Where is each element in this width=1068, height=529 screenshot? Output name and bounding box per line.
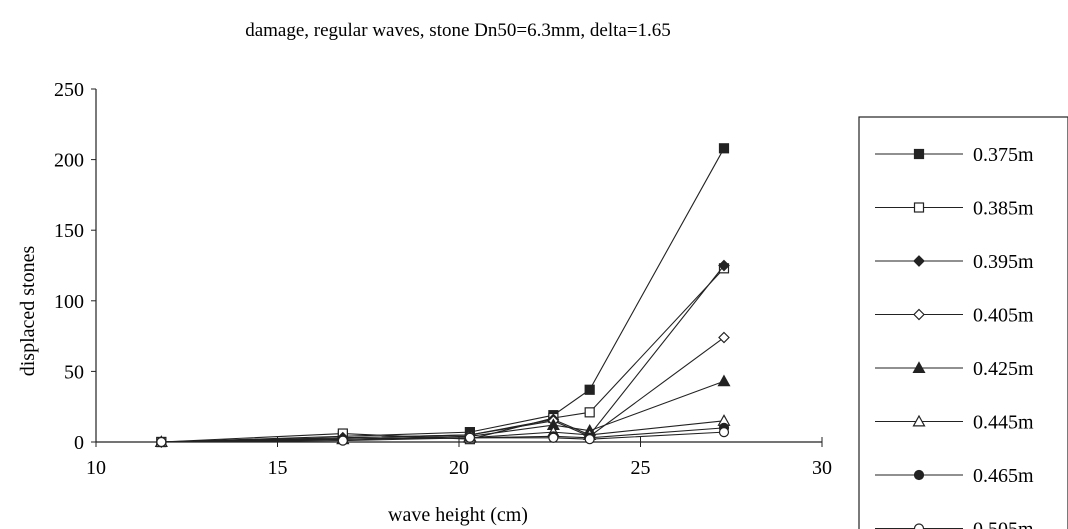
- y-tick-label: 150: [54, 220, 84, 242]
- series-line: [161, 267, 725, 443]
- x-axis-label: wave height (cm): [388, 504, 528, 526]
- chart-title: damage, regular waves, stone Dn50=6.3mm,…: [245, 20, 671, 41]
- data-point: [718, 259, 730, 272]
- data-point: [718, 331, 730, 344]
- data-point: [464, 432, 475, 443]
- series-line: [161, 148, 725, 443]
- legend-label: 0.375m: [973, 144, 1034, 166]
- legend-item: 0.385m: [875, 198, 1034, 220]
- data-point: [718, 427, 730, 438]
- legend-item: 0.395m: [875, 251, 1034, 273]
- series-0.395m: [155, 259, 730, 448]
- legend-marker: [913, 469, 925, 481]
- legend-label: 0.405m: [973, 305, 1034, 327]
- plot-area: 10 15 20 25 30 0 50 100 150 200 250: [54, 79, 832, 479]
- legend-label: 0.385m: [973, 198, 1034, 220]
- legend-item: 0.445m: [875, 412, 1034, 434]
- x-tick-label: 20: [449, 457, 469, 479]
- series-0.465m: [156, 422, 730, 448]
- legend-marker: [913, 523, 925, 529]
- x-tick-label: 10: [86, 457, 106, 479]
- legend-marker: [913, 148, 925, 160]
- data-point: [548, 432, 559, 443]
- legend: 0.375m 0.385m 0.395m 0.405m 0.425m 0.445m 0.46…: [858, 116, 1068, 529]
- y-axis-label: displaced stones: [17, 246, 39, 377]
- y-tick-label: 250: [54, 79, 84, 101]
- legend-marker: [912, 361, 926, 373]
- series-0.385m: [156, 263, 730, 448]
- y-tick-label: 50: [64, 361, 84, 383]
- x-tick-label: 30: [812, 457, 832, 479]
- data-point: [337, 435, 348, 446]
- y-tick-label: 0: [74, 432, 84, 454]
- data-point: [718, 143, 730, 154]
- x-tick-label: 15: [268, 457, 288, 479]
- legend-item: 0.405m: [875, 305, 1034, 327]
- legend-box: [858, 116, 1068, 529]
- data-point: [584, 434, 595, 445]
- legend-marker: [913, 255, 925, 267]
- data-point: [717, 374, 731, 387]
- series-0.505m: [156, 427, 730, 448]
- series-line: [161, 431, 725, 443]
- legend-marker: [913, 202, 925, 213]
- legend-label: 0.505m: [973, 519, 1034, 529]
- series-0.375m: [156, 143, 730, 448]
- legend-item: 0.425m: [875, 358, 1034, 380]
- legend-item: 0.465m: [875, 465, 1034, 487]
- data-point: [156, 436, 167, 448]
- legend-label: 0.465m: [973, 465, 1034, 487]
- series-line: [161, 337, 725, 443]
- legend-label: 0.445m: [973, 412, 1034, 434]
- data-point: [584, 384, 595, 395]
- legend-label: 0.425m: [973, 358, 1034, 380]
- y-tick-label: 100: [54, 291, 84, 313]
- legend-marker: [913, 308, 925, 321]
- data-point: [584, 407, 595, 418]
- x-tick-label: 25: [631, 457, 651, 479]
- series-line: [161, 265, 725, 443]
- legend-item: 0.375m: [875, 144, 1034, 166]
- series-line: [161, 427, 725, 443]
- y-tick-label: 200: [54, 150, 84, 172]
- legend-marker: [912, 414, 926, 427]
- legend-label: 0.395m: [973, 251, 1034, 273]
